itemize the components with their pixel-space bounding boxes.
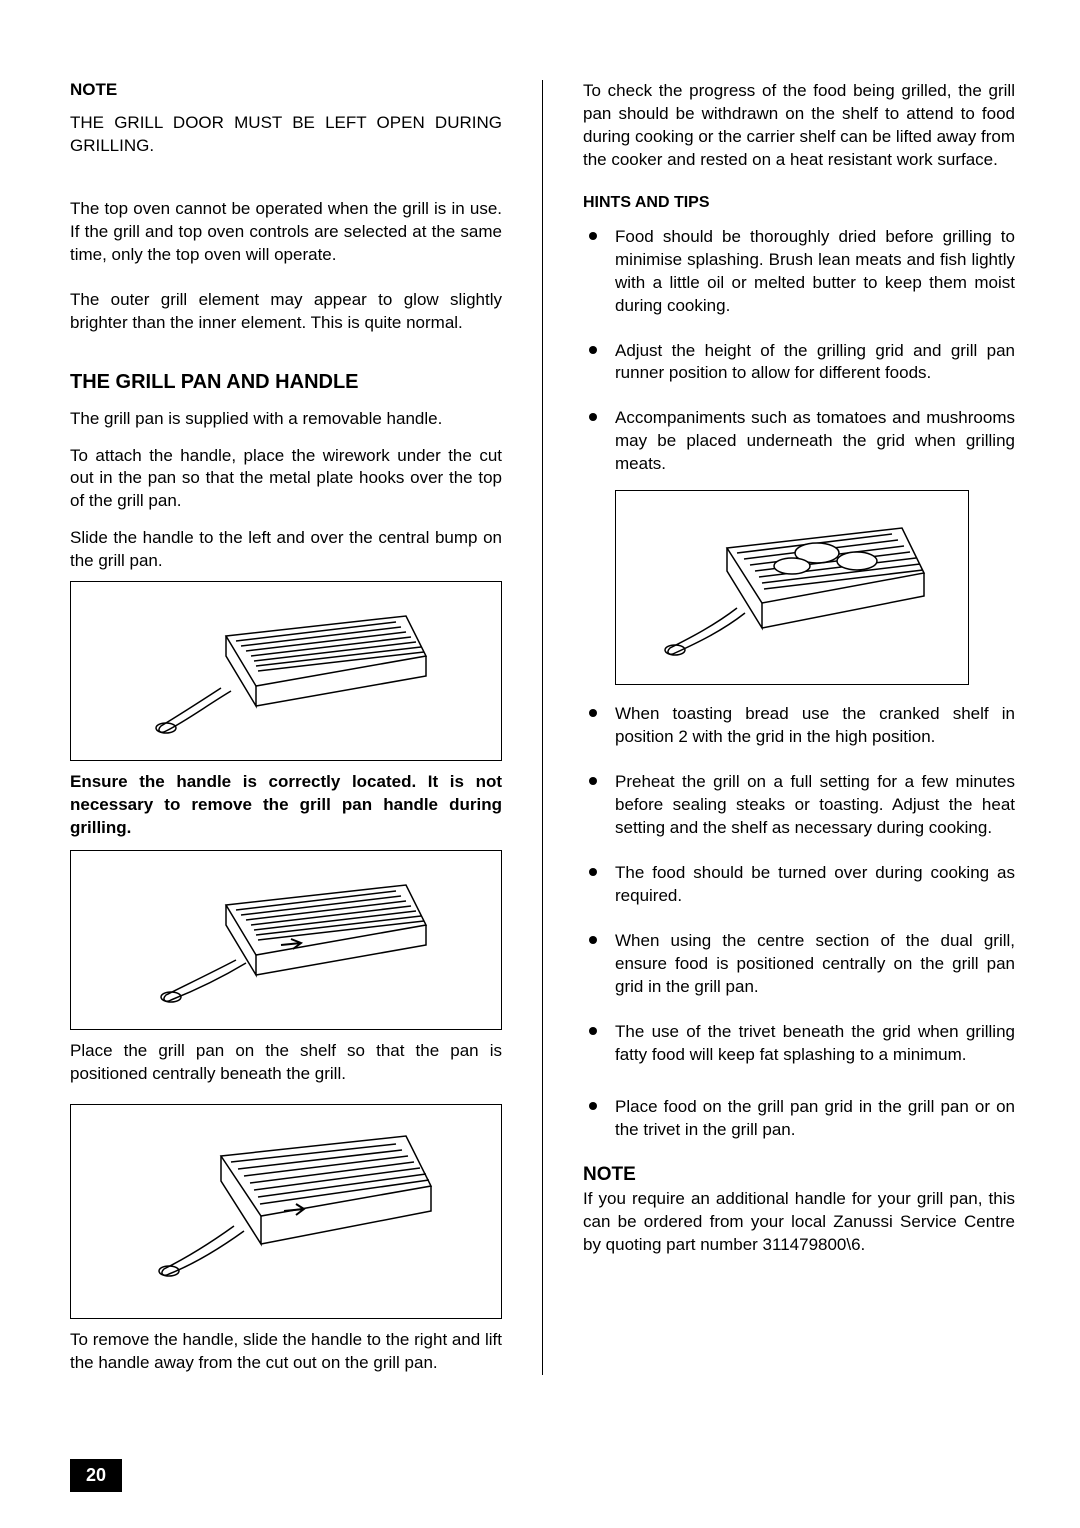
section-heading-grill-pan: THE GRILL PAN AND HANDLE bbox=[70, 371, 502, 394]
tip-item: Preheat the grill on a full setting for … bbox=[583, 771, 1015, 840]
illustration-grill-pan-2 bbox=[70, 850, 502, 1030]
bold-ensure: Ensure the handle is correctly located. … bbox=[70, 771, 502, 840]
tips-list-2: When toasting bread use the cranked shel… bbox=[583, 703, 1015, 1142]
grill-pan-svg-2 bbox=[126, 865, 446, 1015]
page-number: 20 bbox=[70, 1459, 122, 1492]
note2-text: If you require an additional handle for … bbox=[583, 1188, 1015, 1257]
para-outer-element: The outer grill element may appear to gl… bbox=[70, 289, 502, 335]
grill-pan-svg-1 bbox=[126, 596, 446, 746]
grill-pan-food-svg bbox=[642, 503, 942, 673]
note2-heading: NOTE bbox=[583, 1164, 1015, 1186]
para-remove: To remove the handle, slide the handle t… bbox=[70, 1329, 502, 1375]
tip-item: Food should be thoroughly dried before g… bbox=[583, 226, 1015, 318]
note-heading: NOTE bbox=[70, 80, 502, 100]
tips-list-1: Food should be thoroughly dried before g… bbox=[583, 226, 1015, 476]
tip-item: Adjust the height of the grilling grid a… bbox=[583, 340, 1015, 386]
para-top-oven: The top oven cannot be operated when the… bbox=[70, 198, 502, 267]
tip-item: Place food on the grill pan grid in the … bbox=[583, 1096, 1015, 1142]
column-divider bbox=[542, 80, 543, 1375]
para-place: Place the grill pan on the shelf so that… bbox=[70, 1040, 502, 1086]
illustration-grill-pan-1 bbox=[70, 581, 502, 761]
left-column: NOTE THE GRILL DOOR MUST BE LEFT OPEN DU… bbox=[70, 80, 502, 1375]
illustration-grill-pan-3 bbox=[70, 1104, 502, 1319]
tip-item: The use of the trivet beneath the grid w… bbox=[583, 1021, 1015, 1067]
two-column-layout: NOTE THE GRILL DOOR MUST BE LEFT OPEN DU… bbox=[70, 80, 1015, 1375]
tip-item: When using the centre section of the dua… bbox=[583, 930, 1015, 999]
note-text: THE GRILL DOOR MUST BE LEFT OPEN DURING … bbox=[70, 112, 502, 158]
para-attach: To attach the handle, place the wirework… bbox=[70, 445, 502, 514]
para-check-progress: To check the progress of the food being … bbox=[583, 80, 1015, 172]
tip-item: When toasting bread use the cranked shel… bbox=[583, 703, 1015, 749]
right-column: To check the progress of the food being … bbox=[583, 80, 1015, 1375]
grill-pan-svg-3 bbox=[126, 1116, 446, 1306]
tip-item: The food should be turned over during co… bbox=[583, 862, 1015, 908]
hints-tips-heading: HINTS AND TIPS bbox=[583, 194, 1015, 212]
illustration-grill-pan-food bbox=[615, 490, 969, 685]
tip-item: Accompaniments such as tomatoes and mush… bbox=[583, 407, 1015, 476]
para-supplied: The grill pan is supplied with a removab… bbox=[70, 408, 502, 431]
para-slide: Slide the handle to the left and over th… bbox=[70, 527, 502, 573]
